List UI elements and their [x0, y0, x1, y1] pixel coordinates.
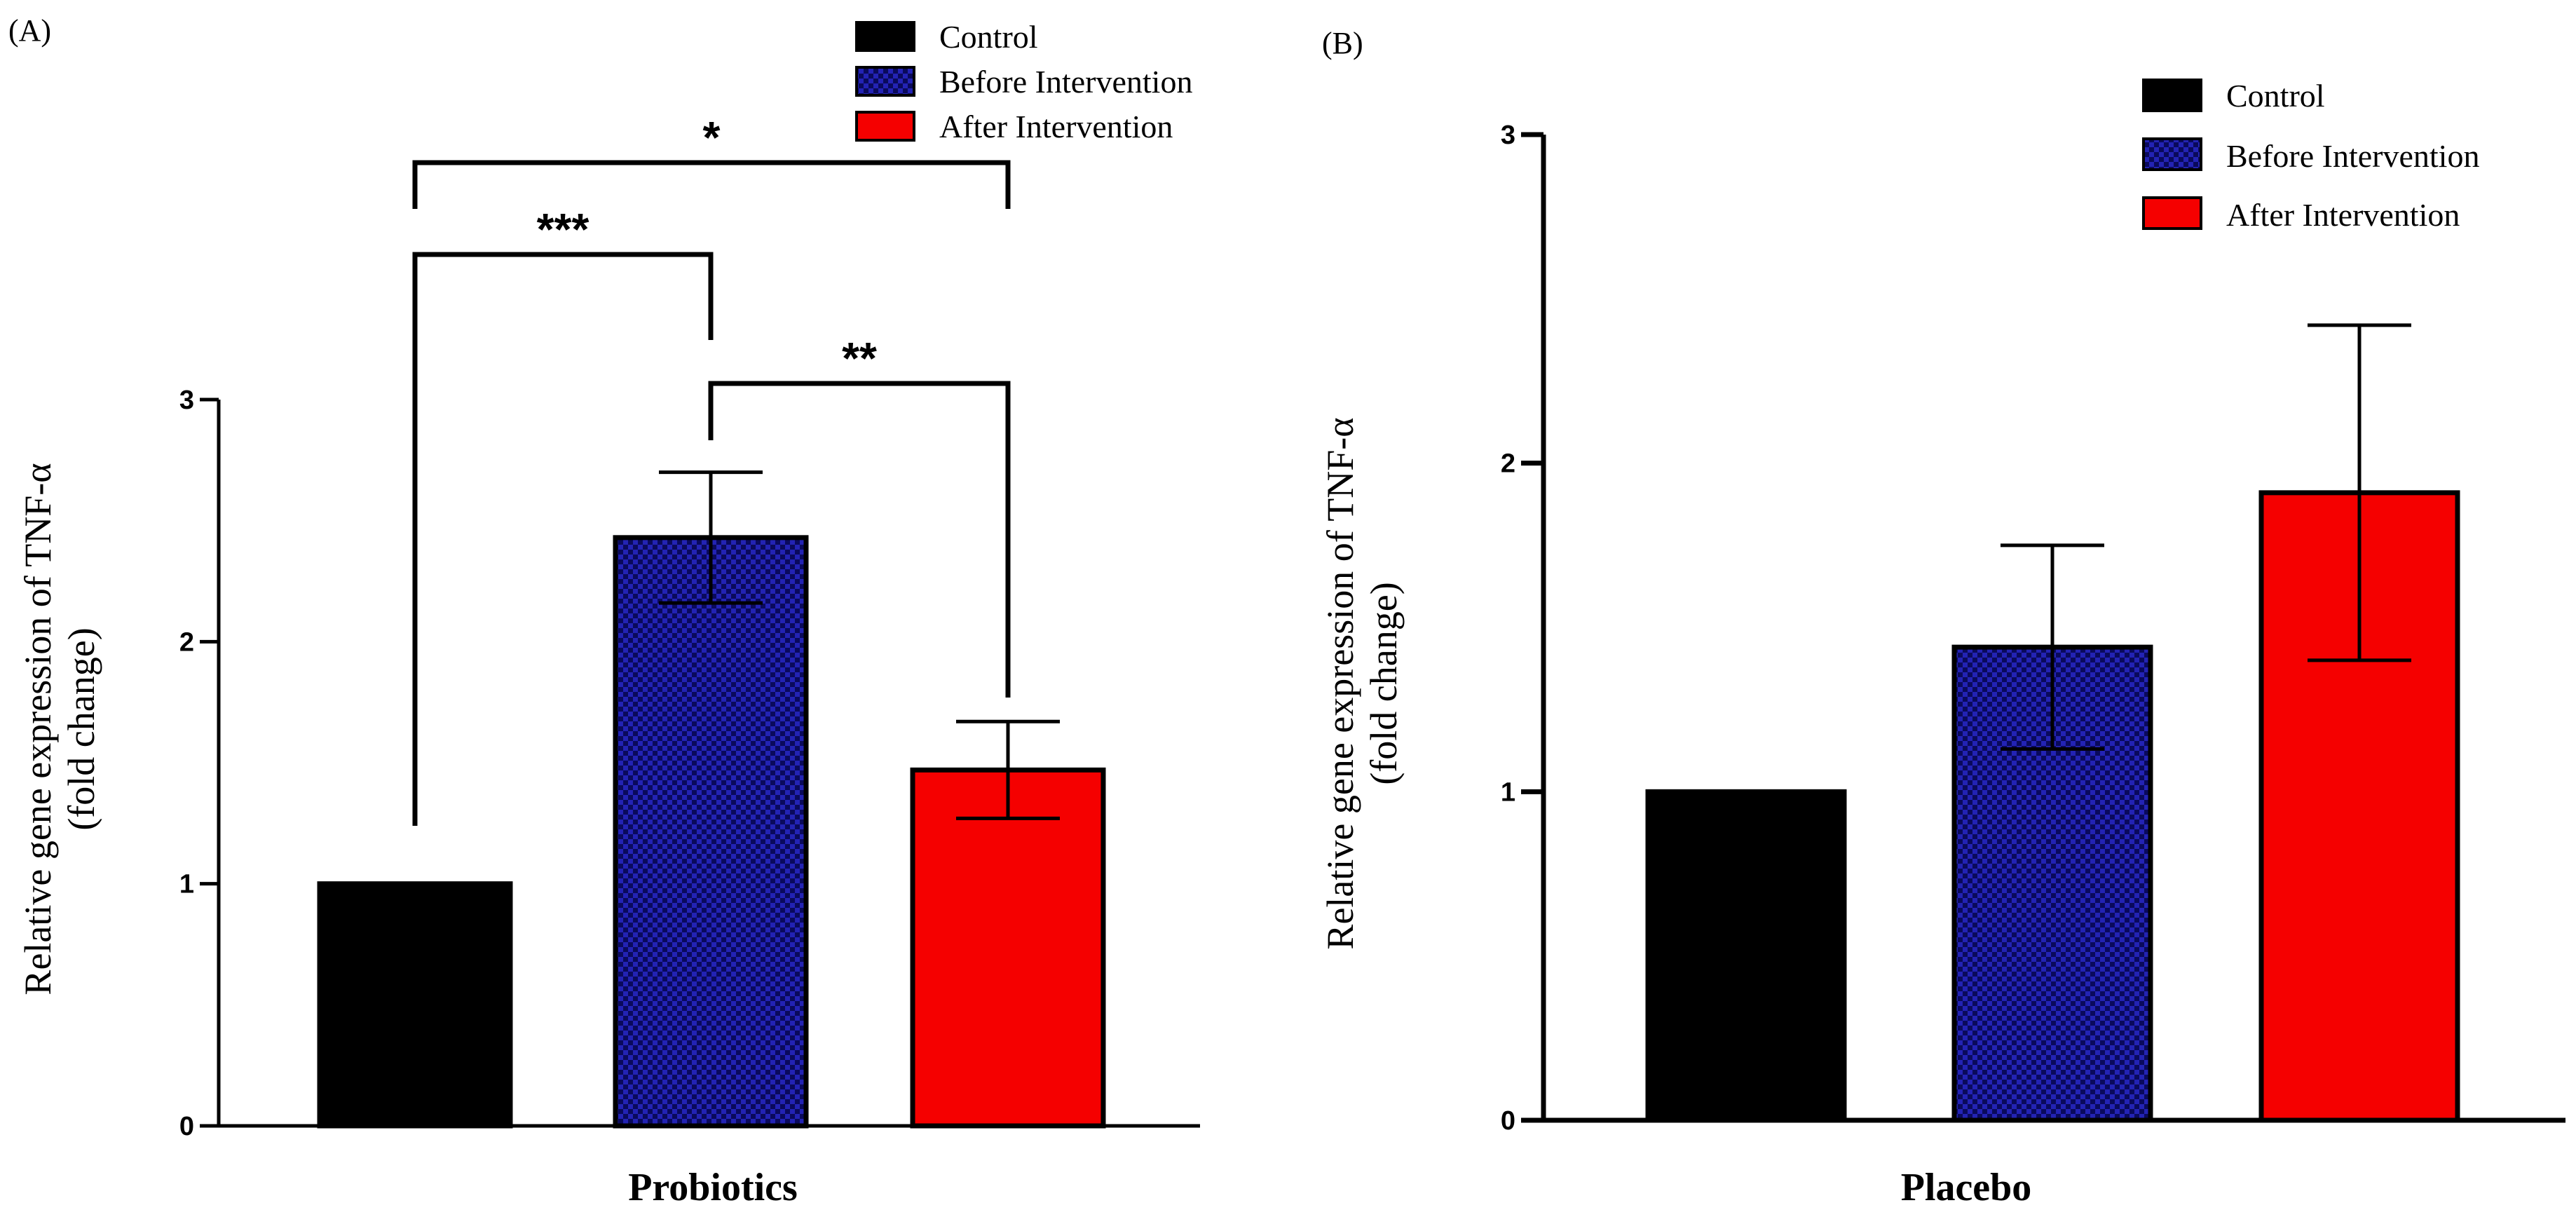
legend-swatch-after: [2142, 196, 2202, 230]
y-tick-label: 1: [1501, 777, 1515, 807]
legend-swatch-control: [2142, 79, 2202, 112]
y-tick-label: 1: [179, 870, 194, 899]
y-tick-label: 3: [1501, 121, 1515, 150]
significance-label: ***: [537, 204, 590, 254]
y-tick-label: 2: [179, 627, 194, 657]
panel-b-marks: 0 1 2 3: [1501, 121, 2565, 1136]
panel-a: (A) Relative gene expression of TNF-α (f…: [8, 13, 1200, 1209]
legend-label-before: Before Intervention: [939, 64, 1192, 100]
panel-b-legend: Control Before Intervention After Interv…: [2142, 78, 2479, 233]
legend-swatch-before: [855, 66, 915, 97]
significance-bracket: [412, 160, 1011, 209]
panel-a-ylabel-line2: (fold change): [60, 627, 102, 830]
bar-control: [1645, 789, 1847, 1123]
bar-before: [613, 535, 809, 1129]
panel-b-ylabel: Relative gene expression of TNF-α (fold …: [1319, 417, 1405, 949]
panel-a-xlabel: Probiotics: [628, 1166, 798, 1209]
panel-b-label: (B): [1322, 26, 1363, 60]
panel-a-label: (A): [8, 13, 51, 48]
significance-bracket: [412, 252, 714, 826]
legend-swatch-after: [855, 111, 915, 142]
y-tick-label: 0: [179, 1112, 194, 1141]
panel-a-ylabel: Relative gene expression of TNF-α (fold …: [17, 463, 102, 995]
y-tick-label: 2: [1501, 449, 1515, 479]
panel-b: (B) Relative gene expression of TNF-α (f…: [1319, 26, 2565, 1209]
significance-bracket: [708, 381, 1011, 698]
significance-label: *: [703, 112, 721, 163]
bar-after: [910, 767, 1106, 1129]
legend-label-after: After Intervention: [2226, 197, 2460, 233]
legend-label-control: Control: [939, 19, 1038, 55]
panel-b-ylabel-line1: Relative gene expression of TNF-α: [1319, 417, 1361, 949]
legend-swatch-control: [855, 21, 915, 52]
legend-swatch-before: [2142, 137, 2202, 171]
panel-b-ylabel-line2: (fold change): [1363, 582, 1405, 784]
y-tick-label: 0: [1501, 1106, 1515, 1136]
significance-label: **: [842, 333, 877, 383]
legend-label-before: Before Intervention: [2226, 138, 2479, 174]
panel-a-legend: Control Before Intervention After Interv…: [855, 19, 1192, 144]
legend-label-control: Control: [2226, 78, 2325, 114]
y-tick-label: 3: [179, 386, 194, 415]
panel-b-xlabel: Placebo: [1901, 1166, 2032, 1209]
bar-control: [317, 881, 513, 1129]
panel-a-ylabel-line1: Relative gene expression of TNF-α: [17, 463, 59, 995]
legend-label-after: After Intervention: [939, 109, 1173, 144]
